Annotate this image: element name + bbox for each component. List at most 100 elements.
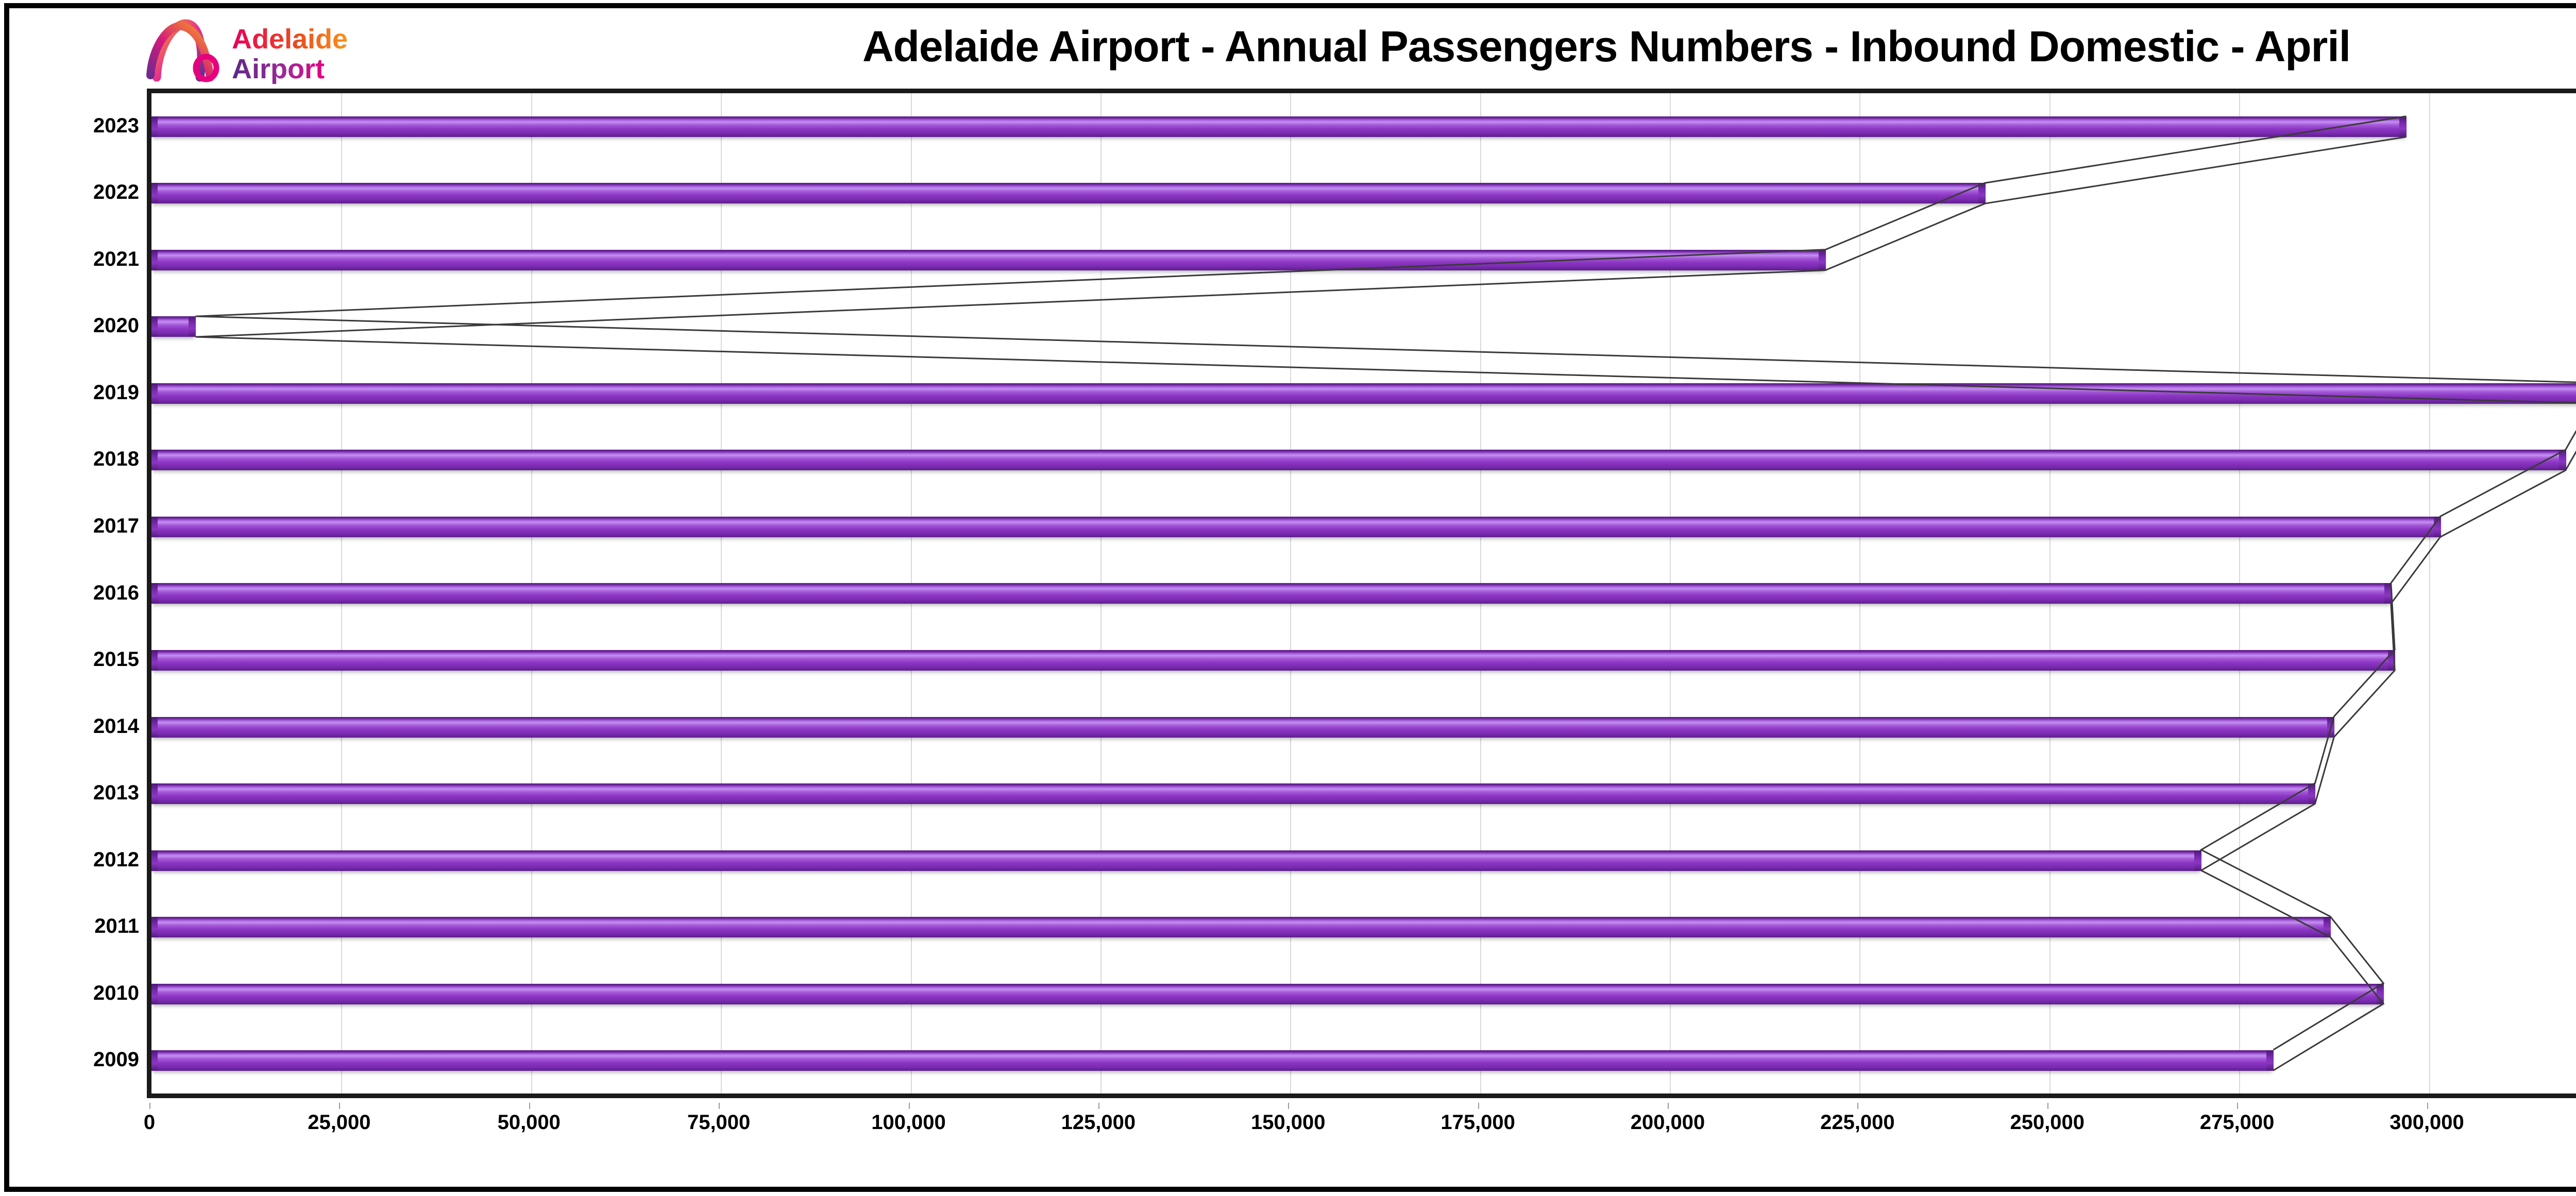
bar-row[interactable] — [151, 427, 2576, 494]
bar[interactable] — [151, 716, 2335, 738]
bar-left-cap — [151, 983, 158, 1004]
x-axis-tick — [1478, 1103, 1479, 1109]
y-axis-label-2010: 2010 — [93, 981, 139, 1004]
bar-row[interactable] — [151, 160, 2576, 227]
x-axis: 0 25,000 50,000 75,000 100,000 125,000 150,000… — [143, 1103, 2576, 1149]
y-axis-label-2015: 2015 — [93, 648, 139, 671]
bar-right-cap — [2308, 783, 2316, 805]
bar-left-cap — [151, 1050, 158, 1071]
x-axis-label-125000: 125,000 — [1061, 1111, 1136, 1134]
bar-left-cap — [151, 917, 158, 938]
bar-left-cap — [151, 716, 158, 738]
bar[interactable] — [151, 249, 1826, 270]
x-axis-label-175000: 175,000 — [1440, 1111, 1515, 1134]
x-axis-label-75000: 75,000 — [687, 1111, 751, 1134]
bar-left-cap — [151, 183, 158, 204]
y-axis-label-2013: 2013 — [93, 781, 139, 805]
bar[interactable] — [151, 516, 2441, 537]
bar[interactable] — [151, 450, 2566, 471]
x-axis-tick — [339, 1103, 341, 1109]
bar-row[interactable] — [151, 294, 2576, 361]
x-axis-tick — [1098, 1103, 1099, 1109]
x-axis-tick — [1857, 1103, 1859, 1109]
bar-right-cap — [2388, 650, 2396, 671]
bar-right-cap — [2558, 450, 2566, 471]
bar[interactable] — [151, 783, 2316, 805]
bar-right-cap — [2433, 516, 2441, 537]
bar-left-cap — [151, 383, 158, 404]
y-axis-label-2011: 2011 — [94, 915, 139, 938]
x-axis-label-25000: 25,000 — [308, 1111, 371, 1134]
adelaide-airport-logo: Adelaide Airport — [142, 14, 348, 91]
chart-header: Adelaide Airport Adelaide Airport - Annu… — [9, 8, 2576, 96]
y-axis-label-2020: 2020 — [93, 314, 139, 337]
bar-left-cap — [151, 116, 158, 137]
bar-row[interactable] — [151, 93, 2576, 160]
bar[interactable] — [151, 583, 2392, 604]
svg-text:Adelaide: Adelaide — [232, 24, 348, 55]
bar-left-cap — [151, 450, 158, 471]
bar-row[interactable] — [151, 560, 2576, 627]
plot-area — [147, 89, 2576, 1098]
x-axis-label-100000: 100,000 — [871, 1111, 946, 1134]
bar-right-cap — [2194, 850, 2202, 871]
x-axis-label-0: 0 — [143, 1111, 156, 1134]
x-axis-tick — [2047, 1103, 2048, 1109]
bar[interactable] — [151, 183, 1986, 204]
bar-left-cap — [151, 316, 158, 337]
bar-left-cap — [151, 516, 158, 537]
bar-row[interactable] — [151, 627, 2576, 694]
x-axis-tick — [719, 1103, 720, 1109]
bar[interactable] — [151, 316, 196, 337]
x-axis-label-300000: 300,000 — [2389, 1111, 2464, 1134]
bar-row[interactable] — [151, 1027, 2576, 1094]
x-axis-label-225000: 225,000 — [1820, 1111, 1895, 1134]
bar-left-cap — [151, 249, 158, 270]
bar-right-cap — [2327, 716, 2335, 738]
x-axis-label-250000: 250,000 — [2010, 1111, 2085, 1134]
y-axis-label-2018: 2018 — [93, 448, 139, 471]
bar-row[interactable] — [151, 360, 2576, 427]
x-axis-tick — [908, 1103, 910, 1109]
y-axis-label-2023: 2023 — [93, 114, 139, 137]
bar-row[interactable] — [151, 694, 2576, 761]
bar[interactable] — [151, 383, 2576, 404]
bar-row[interactable] — [151, 227, 2576, 294]
bar[interactable] — [151, 983, 2384, 1004]
bar-row[interactable] — [151, 493, 2576, 560]
y-axis: 2023 2022 2021 2020 2019 2018 2017 2016 2015 2014… — [9, 89, 139, 1098]
bar-row[interactable] — [151, 961, 2576, 1028]
x-axis-tick — [1668, 1103, 1669, 1109]
x-axis-tick — [2427, 1103, 2428, 1109]
y-axis-label-2012: 2012 — [93, 848, 139, 871]
bar-right-cap — [1978, 183, 1986, 204]
bar-right-cap — [1819, 249, 1826, 270]
bar[interactable] — [151, 917, 2331, 938]
x-axis-label-150000: 150,000 — [1250, 1111, 1326, 1134]
y-axis-label-2009: 2009 — [93, 1048, 139, 1071]
bar[interactable] — [151, 650, 2396, 671]
bar-row[interactable] — [151, 827, 2576, 894]
bar[interactable] — [151, 850, 2202, 871]
bar-row[interactable] — [151, 894, 2576, 961]
bar-left-cap — [151, 783, 158, 805]
y-axis-label-2021: 2021 — [93, 247, 139, 270]
x-axis-tick — [529, 1103, 530, 1109]
bar-right-cap — [2323, 917, 2331, 938]
bar-row[interactable] — [151, 760, 2576, 827]
x-axis-tick — [149, 1103, 150, 1109]
x-axis-label-275000: 275,000 — [2199, 1111, 2275, 1134]
y-axis-label-2016: 2016 — [93, 581, 139, 604]
svg-text:Airport: Airport — [232, 54, 325, 84]
bar[interactable] — [151, 116, 2407, 137]
x-axis-label-200000: 200,000 — [1630, 1111, 1705, 1134]
bar-left-cap — [151, 583, 158, 604]
y-axis-label-2014: 2014 — [93, 714, 139, 738]
bar-left-cap — [151, 650, 158, 671]
y-axis-label-2019: 2019 — [93, 381, 139, 404]
bar-right-cap — [2377, 983, 2384, 1004]
bar-right-cap — [189, 316, 196, 337]
bar-right-cap — [2266, 1050, 2274, 1071]
bar[interactable] — [151, 1050, 2274, 1071]
bar-right-cap — [2399, 116, 2407, 137]
